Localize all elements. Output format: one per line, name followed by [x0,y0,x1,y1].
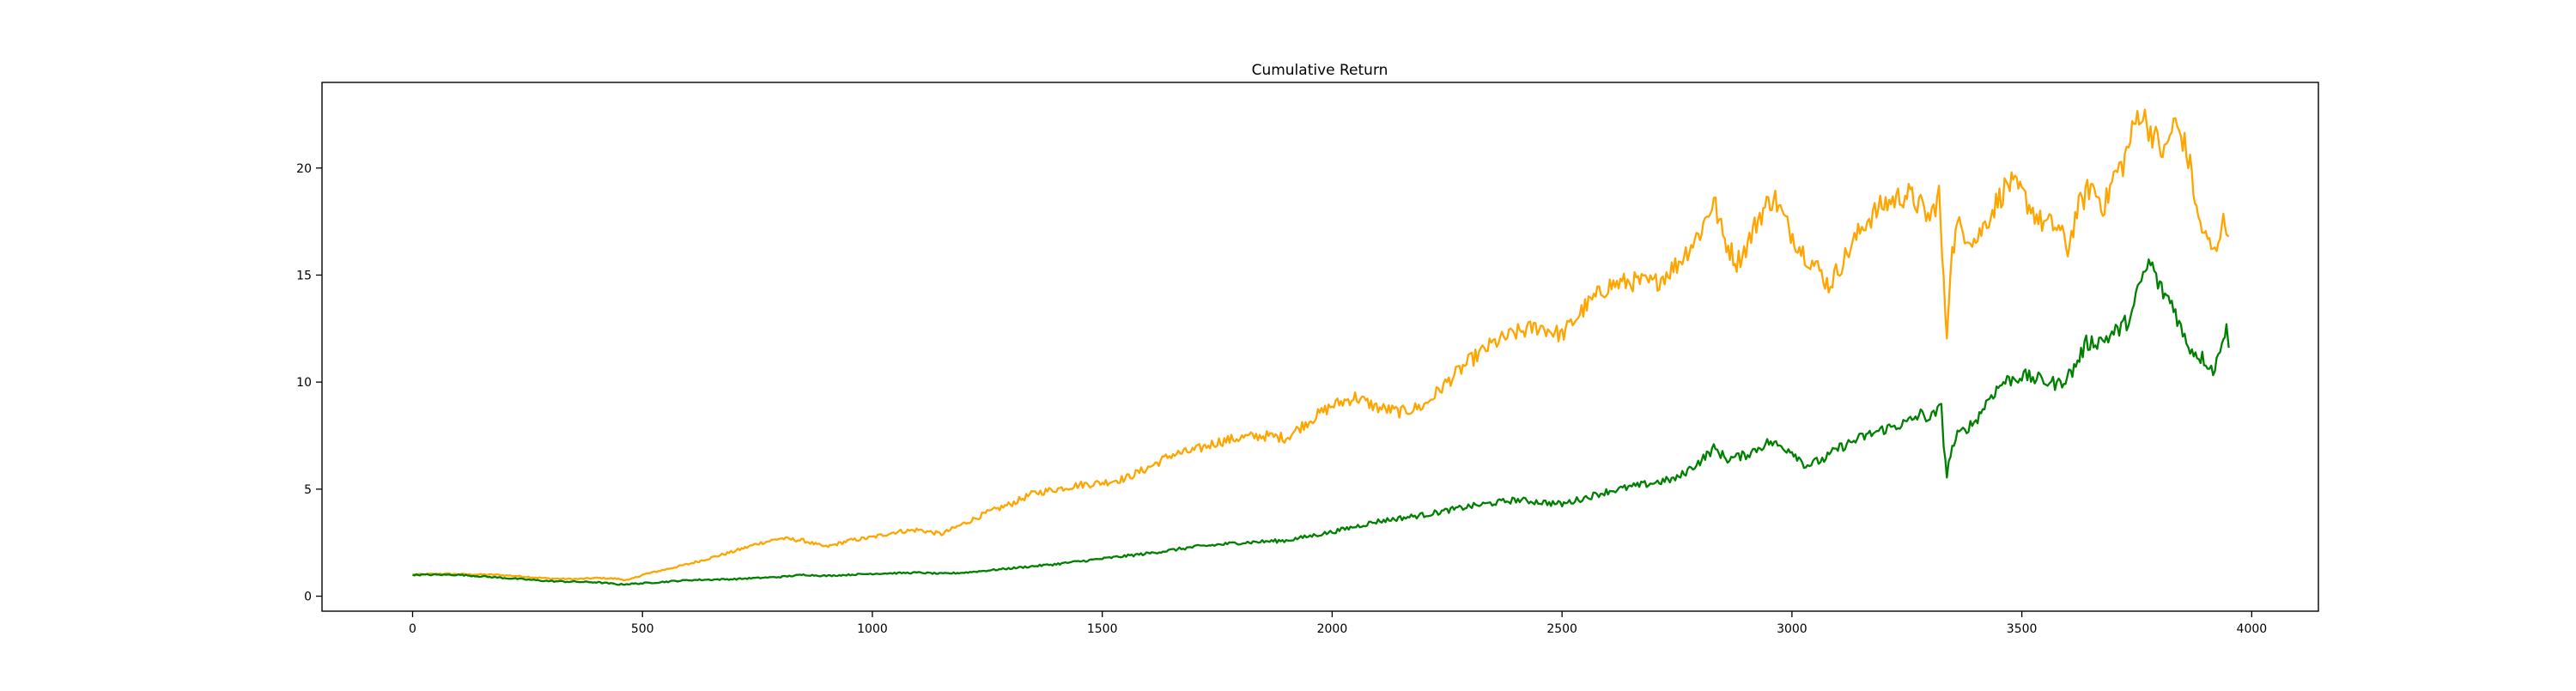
y-tick-label: 20 [296,162,312,176]
x-tick-label: 0 [409,622,416,636]
x-tick-label: 3000 [1777,622,1807,636]
x-tick-label: 2000 [1317,622,1348,636]
series-line-1 [412,108,2230,582]
tick-layer: 0 500 1000 1500 2000 2500 3000 3500 4000 0 5 10 15 20 [296,162,2267,636]
series-layer [412,108,2230,586]
x-tick-label: 1500 [1087,622,1118,636]
y-tick-label: 15 [296,269,312,282]
x-tick-label: 4000 [2237,622,2268,636]
plot-frame [321,82,2319,612]
series-line-2 [412,258,2230,586]
x-tick-label: 2500 [1546,622,1577,636]
y-tick-label: 0 [304,591,312,604]
x-tick-label: 3500 [2007,622,2038,636]
x-tick-label: 500 [631,622,654,636]
x-tick-label: 1000 [857,622,888,636]
y-tick-label: 10 [296,376,312,390]
y-tick-label: 5 [304,483,312,497]
chart-title: Cumulative Return [1252,62,1388,79]
